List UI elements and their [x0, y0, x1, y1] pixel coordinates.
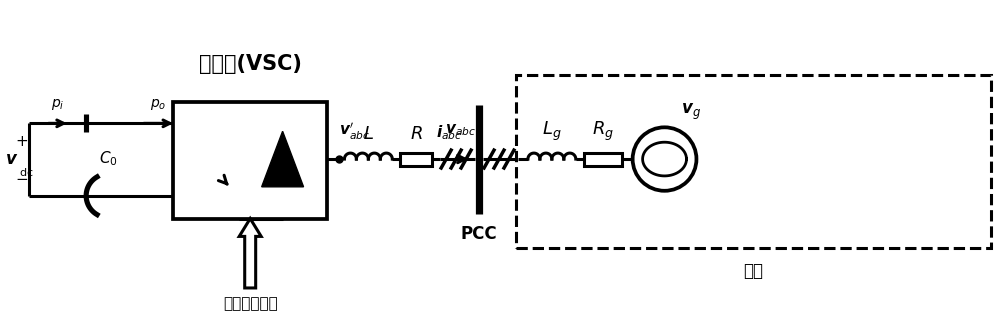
Bar	[516, 75, 991, 248]
Text: $\boldsymbol{v}$: $\boldsymbol{v}$	[5, 150, 18, 168]
Text: $p_i$: $p_i$	[51, 97, 64, 113]
Polygon shape	[262, 131, 304, 187]
Text: $\boldsymbol{i}_{abc}$: $\boldsymbol{i}_{abc}$	[436, 123, 462, 142]
Text: $L$: $L$	[363, 125, 374, 143]
Text: PCC: PCC	[461, 225, 497, 244]
Text: $R_g$: $R_g$	[592, 120, 614, 143]
Polygon shape	[239, 218, 261, 288]
Text: $p_o$: $p_o$	[150, 97, 167, 113]
Text: $\boldsymbol{v}_g$: $\boldsymbol{v}_g$	[681, 102, 701, 122]
Text: $\mathrm{dc}$: $\mathrm{dc}$	[19, 166, 34, 178]
Bar	[584, 153, 622, 166]
Text: $L_g$: $L_g$	[542, 120, 562, 143]
Text: $R$: $R$	[410, 125, 423, 143]
Text: 变流器控制器: 变流器控制器	[223, 296, 278, 311]
Text: $\boldsymbol{v}_{abc}$: $\boldsymbol{v}_{abc}$	[445, 122, 476, 138]
Text: $C_0$: $C_0$	[99, 150, 117, 168]
Text: 变流器(VSC): 变流器(VSC)	[199, 54, 302, 74]
Text: $\boldsymbol{v}_{abc}'$: $\boldsymbol{v}_{abc}'$	[339, 121, 371, 142]
Text: 电网: 电网	[743, 262, 763, 280]
Bar	[173, 102, 327, 218]
Text: $-$: $-$	[15, 170, 28, 185]
Text: $+$: $+$	[15, 134, 28, 149]
Bar	[400, 153, 432, 166]
